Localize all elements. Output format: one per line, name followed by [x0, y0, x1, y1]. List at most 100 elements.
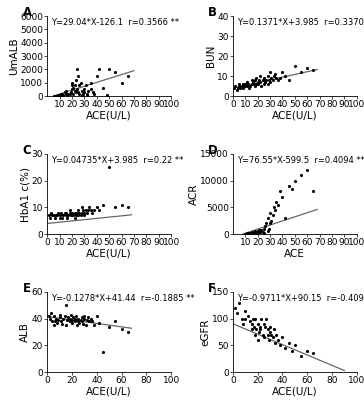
Point: [258, 227, 264, 233]
Text: Y=-0.9711*X+90.15  r=-0.4091 ***: Y=-0.9711*X+90.15 r=-0.4091 ***: [237, 294, 364, 303]
Point: [73, 313, 79, 319]
Point: [261, 321, 267, 327]
Point: [48, 310, 54, 316]
Point: [88, 80, 94, 86]
Point: [282, 215, 288, 221]
Point: [88, 315, 94, 322]
Point: [264, 315, 269, 322]
Point: [236, 83, 242, 89]
Point: [251, 323, 257, 330]
Point: [104, 92, 110, 98]
Point: [47, 315, 53, 322]
Point: [234, 310, 240, 316]
Point: [310, 350, 316, 356]
Point: [310, 67, 316, 73]
Point: [257, 228, 263, 235]
Point: [265, 228, 270, 235]
Point: [261, 81, 267, 87]
Point: [63, 90, 69, 97]
Point: [76, 90, 82, 97]
X-axis label: ACE(U/L): ACE(U/L): [86, 249, 132, 259]
Point: [265, 326, 270, 332]
Point: [82, 315, 87, 322]
Point: [242, 81, 248, 87]
Point: [267, 79, 273, 85]
Point: [79, 318, 85, 324]
Point: [83, 82, 88, 89]
Point: [88, 207, 94, 213]
Point: [119, 326, 124, 332]
Point: [62, 313, 68, 319]
Point: [62, 89, 68, 95]
Point: [274, 337, 280, 343]
Point: [74, 322, 80, 328]
Point: [257, 79, 263, 85]
Point: [53, 212, 59, 218]
Text: Y=0.1371*X+3.985  r=0.3370 ***: Y=0.1371*X+3.985 r=0.3370 ***: [237, 18, 364, 28]
Point: [73, 89, 79, 95]
Point: [112, 318, 118, 324]
Point: [87, 204, 92, 210]
Point: [260, 331, 266, 338]
Point: [94, 73, 100, 79]
Point: [78, 212, 84, 218]
Point: [56, 317, 62, 323]
Text: Y=0.04735*X+3.985  r=0.22 **: Y=0.04735*X+3.985 r=0.22 **: [51, 156, 183, 165]
Point: [292, 63, 298, 69]
Point: [286, 183, 292, 189]
Point: [242, 307, 248, 314]
Point: [304, 348, 310, 354]
Point: [292, 178, 298, 184]
Point: [82, 212, 87, 218]
Point: [266, 77, 272, 83]
Point: [106, 164, 112, 170]
Point: [100, 202, 106, 208]
Point: [125, 73, 131, 79]
Point: [250, 315, 256, 322]
Text: Y=-0.1278*X+41.44  r=-0.1885 **: Y=-0.1278*X+41.44 r=-0.1885 **: [51, 294, 195, 303]
Point: [265, 215, 270, 221]
Point: [59, 92, 65, 98]
Point: [280, 69, 285, 75]
Point: [252, 315, 258, 322]
Point: [255, 228, 261, 234]
Point: [251, 229, 257, 235]
Point: [277, 342, 283, 348]
Point: [255, 81, 261, 87]
Point: [57, 311, 63, 318]
Point: [254, 229, 260, 236]
X-axis label: ACE: ACE: [284, 249, 305, 259]
Point: [286, 77, 292, 83]
Point: [68, 311, 74, 318]
Point: [242, 315, 248, 322]
Point: [271, 326, 277, 332]
Point: [89, 318, 95, 324]
Point: [248, 230, 253, 236]
Point: [58, 90, 64, 97]
Point: [76, 319, 82, 326]
Point: [59, 321, 65, 327]
Point: [258, 83, 264, 89]
Point: [87, 318, 92, 324]
Point: [119, 80, 124, 86]
Point: [248, 83, 253, 89]
Point: [240, 81, 246, 87]
X-axis label: ACE(U/L): ACE(U/L): [86, 111, 132, 121]
Text: Y=29.04*X-126.1  r=0.3566 **: Y=29.04*X-126.1 r=0.3566 **: [51, 18, 179, 28]
Point: [271, 73, 277, 79]
Point: [85, 314, 91, 320]
Point: [67, 318, 72, 324]
Point: [280, 334, 285, 340]
Point: [67, 90, 72, 97]
Point: [304, 65, 310, 71]
Point: [236, 81, 242, 87]
Point: [52, 92, 58, 99]
Point: [79, 210, 85, 216]
Point: [292, 342, 298, 348]
Point: [75, 207, 81, 213]
Point: [91, 322, 97, 328]
Y-axis label: ACR: ACR: [189, 183, 199, 205]
Point: [273, 199, 279, 205]
Point: [252, 228, 258, 235]
Point: [100, 85, 106, 91]
